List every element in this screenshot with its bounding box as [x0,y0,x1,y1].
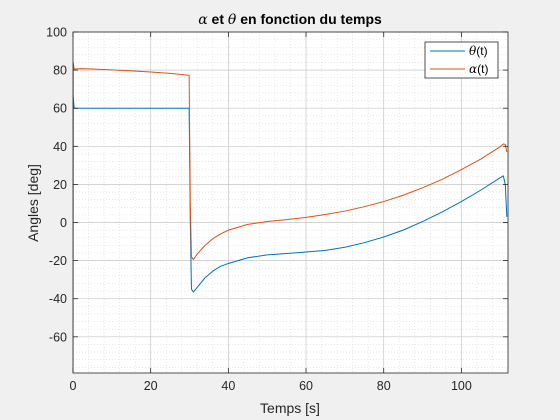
title-rest: en fonction du temps [236,11,382,27]
y-tick-label: 80 [53,64,67,78]
plot-area [73,32,508,373]
x-tick-label: 0 [70,379,77,393]
legend-entry-alpha: α(t) [469,62,488,76]
y-tick-label: -40 [49,292,67,306]
series-line-alpha [73,61,508,261]
x-tick-labels: 0 20 40 60 80 100 [70,379,472,393]
y-axis-label: Angles [deg] [25,164,41,242]
legend-alpha-suffix: (t) [477,62,488,76]
chart-title: α et θ en fonction du temps [198,11,382,28]
legend: θ(t) α(t) [424,41,499,79]
legend-entry-theta: θ(t) [469,44,488,58]
legend-alpha-symbol: α [469,62,477,76]
series-line-theta [73,96,508,373]
tick-marks [72,31,508,373]
x-tick-label: 20 [144,379,158,393]
y-tick-label: 0 [60,216,67,230]
y-tick-label: 40 [53,140,67,154]
plot-border [72,31,509,374]
title-middle: et [208,11,228,27]
y-tick-label: 60 [53,102,67,116]
legend-theta-suffix: (t) [476,44,487,58]
y-tick-label: -60 [49,330,67,344]
y-tick-label: 100 [46,26,67,40]
title-theta-symbol: θ [228,12,237,28]
series-layer [73,61,508,373]
x-tick-label: 60 [299,379,313,393]
x-tick-label: 100 [451,379,472,393]
x-tick-label: 40 [221,379,235,393]
y-tick-label: 20 [53,178,67,192]
title-alpha-symbol: α [198,12,208,28]
y-tick-label: -20 [49,254,67,268]
legend-theta-symbol: θ [469,44,477,58]
legend-box [424,41,499,79]
x-tick-label: 80 [377,379,391,393]
y-tick-labels: -60 -40 -20 0 20 40 60 80 100 [46,26,67,345]
x-axis-label: Temps [s] [260,400,320,416]
